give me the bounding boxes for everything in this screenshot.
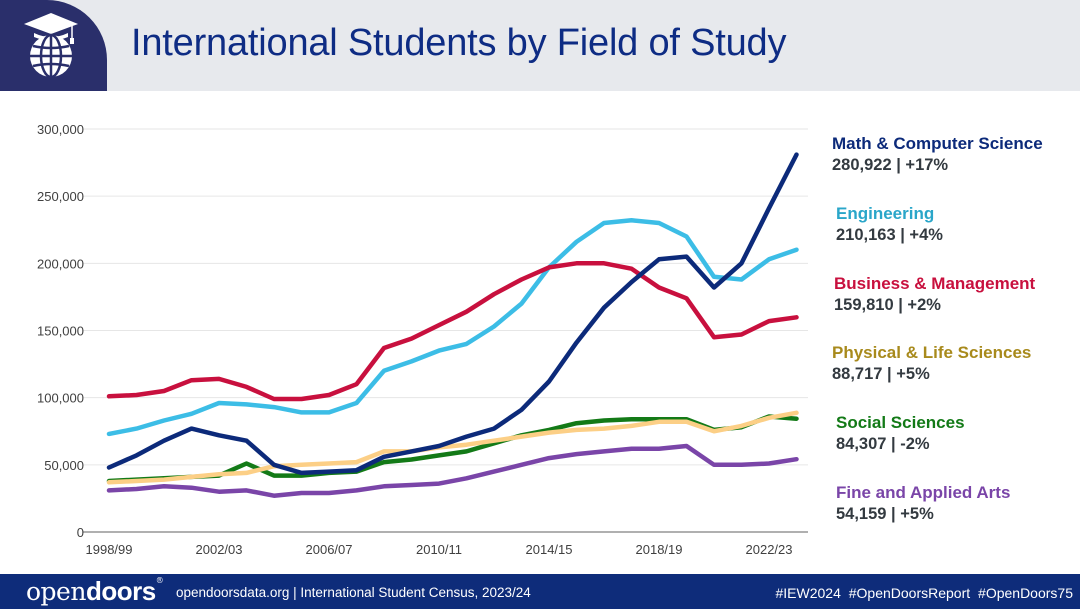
legend-series-value: 88,717 | +5% <box>832 365 930 383</box>
page-title: International Students by Field of Study <box>131 22 787 64</box>
series-line-engineering <box>106 218 799 437</box>
x-tick-label: 2022/23 <box>746 542 793 557</box>
legend-series-value: 159,810 | +2% <box>834 296 941 314</box>
x-tick-label: 2010/11 <box>416 542 462 557</box>
footer-source: opendoorsdata.org | International Studen… <box>176 585 531 600</box>
x-tick-label: 1998/99 <box>86 542 133 557</box>
series-line-math-computer-science <box>106 152 799 476</box>
series-line-business-management <box>106 261 799 402</box>
opendoors-logo: opendoors® <box>26 576 164 607</box>
legend-series-value: 84,307 | -2% <box>836 435 930 453</box>
x-tick-label: 2002/03 <box>196 542 243 557</box>
y-tick-label: 150,000 <box>37 324 84 339</box>
footer-hashtags: #IEW2024 #OpenDoorsReport #OpenDoors75 <box>775 585 1073 601</box>
x-tick-label: 2014/15 <box>526 542 573 557</box>
legend-item: Physical & Life Sciences 88,717 | +5% <box>832 343 1031 384</box>
legend-series-name: Math & Computer Science <box>832 134 1043 153</box>
series-line-physical-life-sciences <box>106 410 799 485</box>
legend-item: Engineering 210,163 | +4% <box>836 204 943 245</box>
y-tick-label: 0 <box>77 525 84 540</box>
y-tick-label: 200,000 <box>37 256 84 271</box>
x-tick-label: 2006/07 <box>306 542 353 557</box>
legend-series-name: Social Sciences <box>836 413 965 432</box>
graduation-globe-icon <box>24 13 78 79</box>
registered-mark: ® <box>155 576 164 585</box>
y-tick-label: 300,000 <box>37 122 84 137</box>
legend-item: Business & Management 159,810 | +2% <box>834 274 1035 315</box>
legend-series-value: 210,163 | +4% <box>836 226 943 244</box>
y-tick-label: 100,000 <box>37 391 84 406</box>
header-bar: International Students by Field of Study <box>0 0 1080 91</box>
legend-series-value: 54,159 | +5% <box>836 505 934 523</box>
legend-series-name: Fine and Applied Arts <box>836 483 1011 502</box>
logo-badge <box>0 0 107 91</box>
x-tick-label: 2018/19 <box>636 542 683 557</box>
line-chart: 0 50,000 100,000 150,000 200,000 250,000 300,0… <box>37 122 808 557</box>
y-tick-label: 50,000 <box>44 458 84 473</box>
legend-series-value: 280,922 | +17% <box>832 156 949 174</box>
series-line-fine-and-applied-arts <box>106 443 799 498</box>
legend-series-name: Engineering <box>836 204 935 223</box>
legend-item: Math & Computer Science 280,922 | +17% <box>832 134 1043 175</box>
legend-series-name: Physical & Life Sciences <box>832 343 1032 362</box>
legend-series-name: Business & Management <box>834 274 1036 293</box>
brand-bold-text: doors <box>85 576 156 606</box>
legend-item: Fine and Applied Arts 54,159 | +5% <box>836 483 1010 524</box>
footer-bar: opendoors® opendoorsdata.org | Internati… <box>0 574 1080 609</box>
brand-light-text: open <box>26 577 86 606</box>
y-tick-label: 250,000 <box>37 189 84 204</box>
legend-item: Social Sciences 84,307 | -2% <box>836 413 965 454</box>
